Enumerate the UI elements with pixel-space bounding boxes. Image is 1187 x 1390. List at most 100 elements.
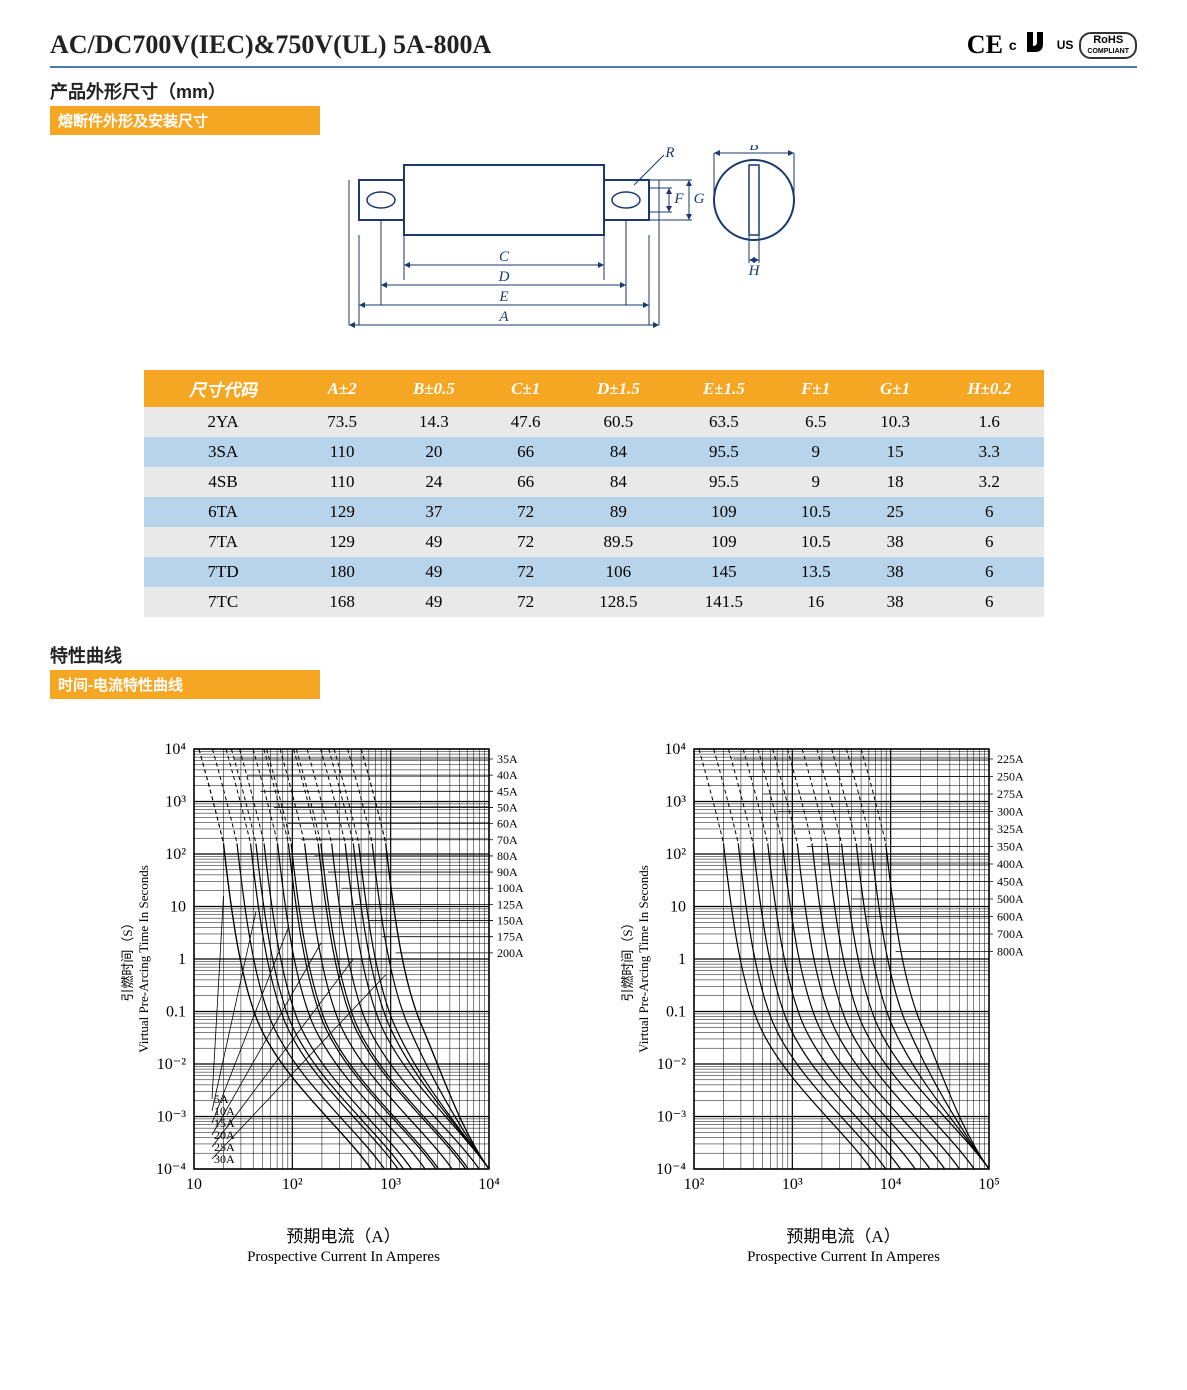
table-cell: 6 [935, 497, 1044, 527]
ru-logo [1023, 30, 1051, 60]
table-cell: 18 [855, 467, 935, 497]
table-cell: 49 [382, 527, 487, 557]
table-cell: 7TC [144, 587, 303, 617]
svg-text:70A: 70A [497, 833, 518, 847]
table-cell: 95.5 [672, 467, 777, 497]
page-header: AC/DC700V(IEC)&750V(UL) 5A-800A CE c US … [50, 30, 1137, 68]
table-cell: 84 [565, 437, 671, 467]
ce-logo: CE [967, 30, 1003, 60]
svg-text:F: F [673, 191, 684, 207]
svg-text:30A: 30A [214, 1152, 235, 1166]
table-cell: 38 [855, 587, 935, 617]
table-cell: 3.3 [935, 437, 1044, 467]
svg-text:200A: 200A [497, 946, 524, 960]
table-cell: 109 [672, 527, 777, 557]
table-cell: 38 [855, 557, 935, 587]
table-cell: 66 [486, 437, 565, 467]
svg-text:225A: 225A [997, 752, 1024, 766]
svg-text:A: A [498, 309, 509, 325]
table-header: A±2 [303, 370, 382, 407]
page-title: AC/DC700V(IEC)&750V(UL) 5A-800A [50, 30, 491, 60]
svg-text:325A: 325A [997, 822, 1024, 836]
svg-text:60A: 60A [497, 817, 518, 831]
svg-text:B: B [749, 145, 758, 154]
svg-text:10⁴: 10⁴ [879, 1176, 901, 1193]
svg-text:引燃时间（S）: 引燃时间（S） [620, 916, 635, 1001]
table-row: 3SA11020668495.59153.3 [144, 437, 1044, 467]
svg-text:D: D [497, 269, 509, 285]
svg-text:10³: 10³ [781, 1176, 802, 1193]
svg-text:10: 10 [186, 1176, 202, 1193]
table-cell: 25 [855, 497, 935, 527]
svg-text:600A: 600A [997, 910, 1024, 924]
svg-text:0.1: 0.1 [166, 1004, 186, 1021]
table-cell: 129 [303, 497, 382, 527]
table-cell: 13.5 [776, 557, 855, 587]
table-cell: 49 [382, 587, 487, 617]
table-cell: 72 [486, 557, 565, 587]
svg-text:1: 1 [178, 951, 186, 968]
chart1-xlabel-cn: 预期电流（A） [114, 1222, 574, 1247]
table-cell: 38 [855, 527, 935, 557]
table-header: H±0.2 [935, 370, 1044, 407]
svg-text:G: G [693, 191, 704, 207]
table-cell: 6 [935, 587, 1044, 617]
table-cell: 141.5 [672, 587, 777, 617]
table-header: F±1 [776, 370, 855, 407]
table-cell: 14.3 [382, 407, 487, 437]
chart1-xlabel-en: Prospective Current In Amperes [114, 1249, 574, 1266]
svg-text:10⁻⁴: 10⁻⁴ [155, 1161, 185, 1178]
svg-text:1: 1 [678, 951, 686, 968]
dimension-diagram: CDEARFGBH [50, 145, 1137, 350]
svg-text:10: 10 [170, 899, 186, 916]
table-header: C±1 [486, 370, 565, 407]
table-cell: 6 [935, 527, 1044, 557]
svg-text:10²: 10² [165, 846, 186, 863]
svg-text:0.1: 0.1 [666, 1004, 686, 1021]
table-cell: 95.5 [672, 437, 777, 467]
rohs-logo: RoHS COMPLIANT [1079, 32, 1137, 59]
svg-text:Virtual Pre-Arcing Time In Sec: Virtual Pre-Arcing Time In Seconds [136, 865, 151, 1053]
table-cell: 16 [776, 587, 855, 617]
table-cell: 128.5 [565, 587, 671, 617]
svg-text:10⁴: 10⁴ [478, 1176, 500, 1193]
svg-text:10³: 10³ [380, 1176, 401, 1193]
table-header: E±1.5 [672, 370, 777, 407]
svg-text:80A: 80A [497, 849, 518, 863]
table-cell: 9 [776, 437, 855, 467]
svg-text:100A: 100A [497, 881, 524, 895]
section-curves-title: 特性曲线 [50, 642, 1137, 668]
table-cell: 24 [382, 467, 487, 497]
svg-text:10³: 10³ [165, 794, 186, 811]
table-cell: 15 [855, 437, 935, 467]
table-cell: 129 [303, 527, 382, 557]
table-row: 2YA73.514.347.660.563.56.510.31.6 [144, 407, 1044, 437]
ru-c: c [1009, 37, 1017, 53]
ru-us: US [1057, 38, 1074, 52]
svg-text:10⁴: 10⁴ [164, 741, 186, 758]
svg-text:10⁻²: 10⁻² [156, 1056, 185, 1073]
table-cell: 9 [776, 467, 855, 497]
svg-text:90A: 90A [497, 865, 518, 879]
svg-text:10²: 10² [665, 846, 686, 863]
svg-text:10⁻³: 10⁻³ [656, 1109, 685, 1126]
svg-text:300A: 300A [997, 805, 1024, 819]
table-cell: 89.5 [565, 527, 671, 557]
table-cell: 72 [486, 497, 565, 527]
chart2-xlabel-en: Prospective Current In Amperes [614, 1249, 1074, 1266]
table-cell: 10.3 [855, 407, 935, 437]
svg-text:175A: 175A [497, 930, 524, 944]
table-cell: 109 [672, 497, 777, 527]
svg-text:500A: 500A [997, 892, 1024, 906]
table-row: 4SB11024668495.59183.2 [144, 467, 1044, 497]
svg-text:引燃时间（S）: 引燃时间（S） [120, 916, 135, 1001]
table-cell: 6.5 [776, 407, 855, 437]
table-cell: 2YA [144, 407, 303, 437]
table-cell: 73.5 [303, 407, 382, 437]
svg-text:10⁻⁴: 10⁻⁴ [655, 1161, 685, 1178]
svg-text:35A: 35A [497, 752, 518, 766]
svg-text:700A: 700A [997, 927, 1024, 941]
table-cell: 49 [382, 557, 487, 587]
table-row: 7TD180497210614513.5386 [144, 557, 1044, 587]
table-header: B±0.5 [382, 370, 487, 407]
